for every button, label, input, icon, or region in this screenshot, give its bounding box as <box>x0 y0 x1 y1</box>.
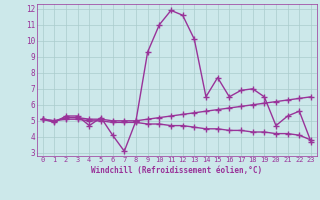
X-axis label: Windchill (Refroidissement éolien,°C): Windchill (Refroidissement éolien,°C) <box>91 166 262 175</box>
